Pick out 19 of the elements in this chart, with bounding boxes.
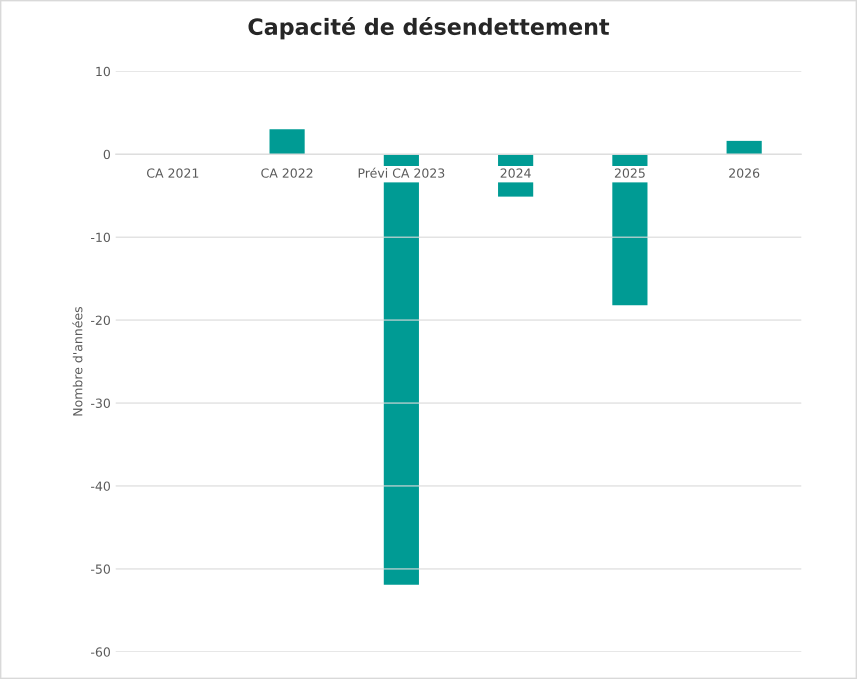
bar <box>725 139 764 155</box>
x-tick-label: CA 2021 <box>146 168 198 178</box>
x-tick-label: 2024 <box>500 168 531 178</box>
y-tick-label: 10 <box>96 66 110 76</box>
y-axis-title: Nombre d'années <box>72 306 82 416</box>
y-tick-label: -40 <box>91 481 110 491</box>
x-tick-label: CA 2022 <box>261 168 312 178</box>
bar <box>268 128 306 155</box>
y-tick-label: -60 <box>91 647 110 657</box>
x-tick-label: 2026 <box>729 168 760 178</box>
y-tick-label: -50 <box>91 564 110 574</box>
x-tick-label: Prévi CA 2023 <box>358 168 444 178</box>
y-tick-label: -10 <box>91 232 110 242</box>
y-tick-label: -20 <box>91 316 110 326</box>
y-tick-label: 0 <box>104 150 110 160</box>
bar <box>610 154 649 307</box>
y-tick-label: -30 <box>91 398 110 408</box>
x-tick-label: 2025 <box>614 168 645 178</box>
chart-title: Capacité de désendettement <box>248 16 610 40</box>
